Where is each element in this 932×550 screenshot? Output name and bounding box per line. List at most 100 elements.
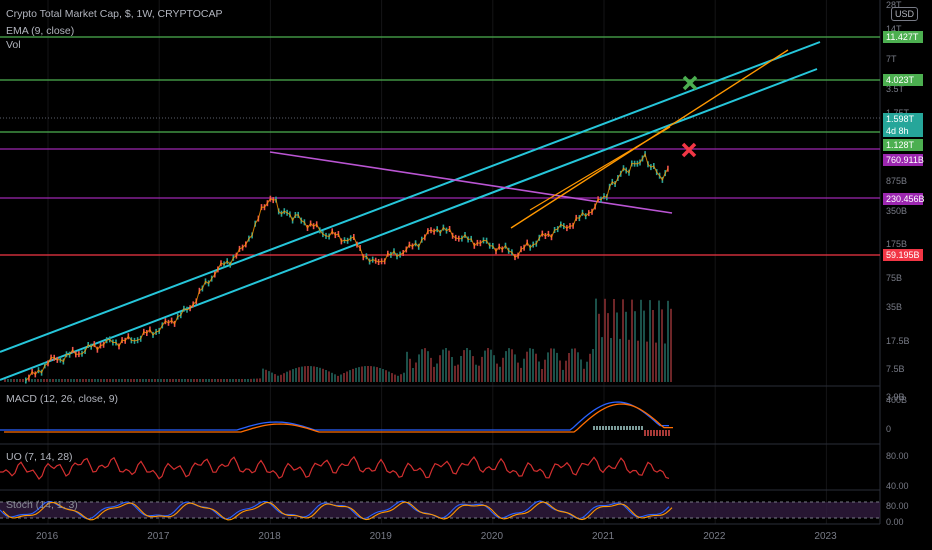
purple-trendline bbox=[269, 151, 673, 214]
volume-bar bbox=[529, 348, 531, 382]
volume-bar bbox=[235, 379, 237, 382]
volume-bar bbox=[334, 374, 336, 382]
volume-bar bbox=[403, 372, 405, 382]
volume-bar bbox=[190, 379, 192, 382]
volume-bar bbox=[67, 379, 69, 382]
volume-bar bbox=[517, 362, 519, 382]
volume-bar bbox=[220, 379, 222, 382]
volume-bar bbox=[394, 374, 396, 382]
volume-bar bbox=[196, 379, 198, 382]
stoch-axis-tick: 0.00 bbox=[886, 517, 904, 527]
volume-bar bbox=[277, 375, 279, 382]
volume-bar bbox=[94, 379, 96, 382]
volume-bar bbox=[643, 310, 645, 382]
volume-bar bbox=[202, 379, 204, 382]
volume-bar bbox=[154, 379, 156, 382]
volume-bar bbox=[247, 379, 249, 382]
uo-legend[interactable]: UO (7, 14, 28) bbox=[6, 451, 73, 463]
volume-bar bbox=[10, 379, 12, 382]
macd-axis-tick: 0 bbox=[886, 424, 892, 434]
volume-bar bbox=[115, 379, 117, 382]
volume-bar bbox=[499, 366, 501, 382]
volume-bar bbox=[244, 379, 246, 382]
macd-legend[interactable]: MACD (12, 26, close, 9) bbox=[6, 393, 119, 405]
volume-bar bbox=[568, 353, 570, 382]
volume-bar bbox=[442, 349, 444, 382]
volume-bar bbox=[379, 368, 381, 382]
volume-bar bbox=[577, 352, 579, 382]
volume-bar bbox=[136, 379, 138, 382]
volume-bar bbox=[640, 299, 642, 382]
time-axis-tick: 2021 bbox=[592, 531, 615, 542]
volume-bar bbox=[604, 298, 606, 382]
volume-bar bbox=[208, 379, 210, 382]
stoch-pane bbox=[0, 500, 880, 521]
volume-bar bbox=[628, 339, 630, 382]
volume-bar bbox=[472, 356, 474, 382]
volume-bar bbox=[553, 348, 555, 382]
vol-legend[interactable]: Vol bbox=[6, 39, 21, 51]
ema-legend[interactable]: EMA (9, close) bbox=[6, 25, 75, 37]
volume-bar bbox=[508, 348, 510, 382]
volume-bar bbox=[637, 340, 639, 382]
volume-bar bbox=[193, 379, 195, 382]
volume-bar bbox=[214, 379, 216, 382]
volume-bar bbox=[70, 379, 72, 382]
volume-bar bbox=[310, 366, 312, 382]
volume-bar bbox=[349, 370, 351, 382]
volume-bar bbox=[565, 360, 567, 382]
volume-bar bbox=[298, 367, 300, 382]
volume-bar bbox=[337, 375, 339, 382]
price-axis-tick: 17.5B bbox=[886, 336, 910, 346]
volume-bar bbox=[289, 370, 291, 382]
volume-bar bbox=[406, 351, 408, 382]
volume-bar bbox=[550, 348, 552, 382]
currency-button[interactable]: USD bbox=[890, 7, 918, 21]
stoch-legend[interactable]: Stoch (14, 1, 3) bbox=[6, 499, 78, 511]
volume-bar bbox=[439, 355, 441, 382]
volume-bar bbox=[304, 366, 306, 382]
volume-bar bbox=[37, 379, 39, 382]
volume-bar bbox=[73, 379, 75, 382]
volume-bar bbox=[619, 338, 621, 382]
volume-bar bbox=[187, 379, 189, 382]
volume-bar bbox=[514, 354, 516, 382]
volume-bar bbox=[64, 379, 66, 382]
volume-bar bbox=[43, 379, 45, 382]
volume-bar bbox=[445, 348, 447, 382]
volume-bar bbox=[313, 366, 315, 382]
volume-bar bbox=[148, 379, 150, 382]
volume-bar bbox=[280, 374, 282, 382]
grid bbox=[0, 0, 881, 525]
volume-bar bbox=[178, 379, 180, 382]
volume-bar bbox=[49, 379, 51, 382]
volume-bar bbox=[547, 352, 549, 382]
volume-bar bbox=[346, 371, 348, 382]
price-level-tag: 230.456B bbox=[883, 193, 925, 205]
price-candles bbox=[24, 151, 669, 384]
volume-bar bbox=[100, 379, 102, 382]
volume-bar bbox=[562, 369, 564, 382]
volume-bar bbox=[613, 299, 615, 382]
trade-marks bbox=[681, 75, 698, 158]
volume-bar bbox=[292, 369, 294, 382]
volume-bar bbox=[532, 348, 534, 382]
volume-bar bbox=[19, 379, 21, 382]
volume-bar bbox=[574, 348, 576, 382]
price-level-tag: 4.023T bbox=[883, 74, 923, 86]
volume-bar bbox=[226, 379, 228, 382]
volume-bar bbox=[415, 362, 417, 382]
uo-line bbox=[0, 455, 670, 480]
volume-bar bbox=[667, 300, 669, 382]
volume-bar bbox=[22, 379, 24, 382]
time-axis-tick: 2022 bbox=[703, 531, 726, 542]
volume-bar bbox=[52, 379, 54, 382]
volume-bar bbox=[232, 379, 234, 382]
volume-bar bbox=[481, 356, 483, 382]
volume-bar bbox=[571, 348, 573, 382]
uo-axis-tick: 80.00 bbox=[886, 451, 909, 461]
volume-bar bbox=[217, 379, 219, 382]
volume-bar bbox=[127, 379, 129, 382]
volume-bar bbox=[538, 361, 540, 382]
